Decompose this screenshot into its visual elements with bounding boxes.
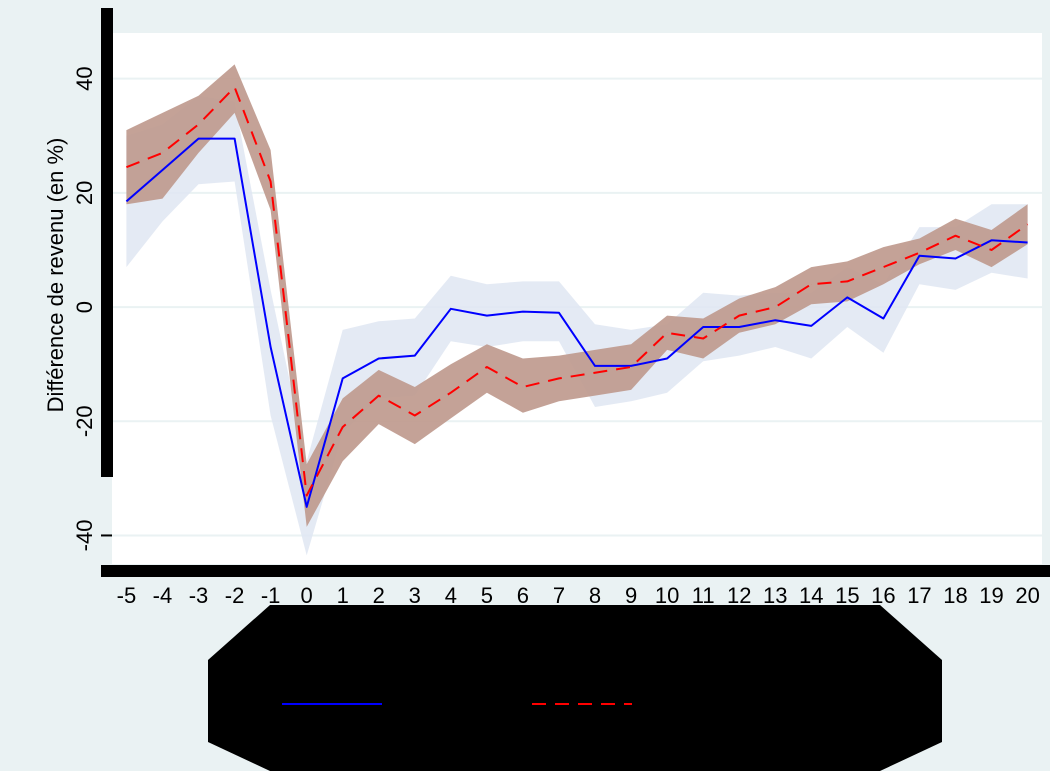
x-tick-label: 18 [943,583,967,608]
x-tick-label: -3 [189,583,209,608]
x-tick-label: 13 [763,583,787,608]
x-tick-label: 0 [301,583,313,608]
y-tick-labels: -40 -20 0 20 40 [72,66,112,551]
x-tick-label: 7 [553,583,565,608]
x-tick-label: 1 [337,583,349,608]
x-tick-label: 15 [835,583,859,608]
y-axis-title: Différence de revenu (en %) [43,138,68,413]
confidence-band-series-1 [126,95,1028,556]
y-tick-label: 0 [72,301,97,313]
x-tick-label: 6 [517,583,529,608]
x-tick-label: -2 [225,583,245,608]
x-tick-label: 5 [481,583,493,608]
x-tick-label: 4 [445,583,457,608]
x-tick-label: 20 [1015,583,1039,608]
x-tick-label: 9 [625,583,637,608]
x-tick-labels: -5 -4 -3 -2 -1 0 1 2 3 4 5 6 7 8 9 10 11 12 13 14 15 16 17 18 19… [117,583,1040,608]
x-tick-label: -1 [261,583,281,608]
y-tick-label: 40 [72,66,97,90]
x-tick-label: 10 [655,583,679,608]
legend-box [208,605,942,771]
y-tick-label: -20 [72,405,97,437]
series-lines [125,86,1029,508]
series-line-2 [126,86,1029,497]
x-tick-label: 12 [727,583,751,608]
x-tick-label: 3 [409,583,421,608]
x-tick-label: 17 [907,583,931,608]
x-tick-label: 16 [871,583,895,608]
x-tick-label: -5 [117,583,137,608]
confidence-band-series-2 [126,64,1028,527]
x-tick-label: 11 [692,583,715,608]
x-tick-label: 8 [589,583,601,608]
x-tick-label: 14 [799,583,823,608]
x-tick-label: 19 [979,583,1003,608]
legend [208,605,942,771]
axes [101,8,1050,577]
y-tick-label: -40 [72,520,97,552]
x-tick-label: 2 [373,583,385,608]
x-tick-label: -4 [153,583,173,608]
y-axis-line [101,8,113,477]
series-line-1 [125,137,1028,508]
x-axis-line [101,565,1050,577]
y-tick-label: 20 [72,181,97,205]
confidence-bands [126,64,1028,556]
